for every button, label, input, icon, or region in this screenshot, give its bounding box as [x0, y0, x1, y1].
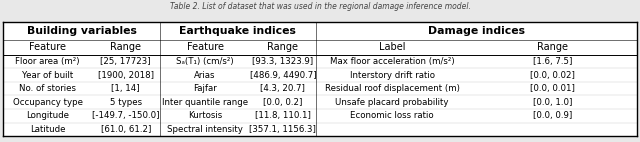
- Text: Damage indices: Damage indices: [428, 26, 525, 36]
- Text: Label: Label: [379, 42, 406, 52]
- Text: Inter quantile range: Inter quantile range: [162, 98, 248, 107]
- Text: [61.0, 61.2]: [61.0, 61.2]: [100, 125, 151, 134]
- Text: [0.0, 0.9]: [0.0, 0.9]: [533, 111, 572, 120]
- Text: Earthquake indices: Earthquake indices: [179, 26, 296, 36]
- Text: Unsafe placard probability: Unsafe placard probability: [335, 98, 449, 107]
- Text: [1.6, 7.5]: [1.6, 7.5]: [533, 57, 573, 66]
- Text: Feature: Feature: [29, 42, 66, 52]
- Text: [0.0, 0.2]: [0.0, 0.2]: [263, 98, 303, 107]
- Text: Economic loss ratio: Economic loss ratio: [351, 111, 434, 120]
- Text: Sₐ(T₁) (cm/s²): Sₐ(T₁) (cm/s²): [176, 57, 234, 66]
- Text: Building variables: Building variables: [26, 26, 136, 36]
- Text: Fajfar: Fajfar: [193, 84, 217, 93]
- Text: [93.3, 1323.9]: [93.3, 1323.9]: [252, 57, 314, 66]
- Bar: [3, 22, 637, 136]
- Text: Range: Range: [110, 42, 141, 52]
- Text: Interstory drift ratio: Interstory drift ratio: [349, 71, 435, 80]
- Text: Year of built: Year of built: [22, 71, 73, 80]
- Text: Floor area (m²): Floor area (m²): [15, 57, 80, 66]
- Text: Feature: Feature: [186, 42, 223, 52]
- Text: [1, 14]: [1, 14]: [111, 84, 140, 93]
- Text: [357.1, 1156.3]: [357.1, 1156.3]: [250, 125, 316, 134]
- Text: [1900, 2018]: [1900, 2018]: [98, 71, 154, 80]
- Text: [0.0, 0.02]: [0.0, 0.02]: [531, 71, 575, 80]
- Text: Table 2. List of dataset that was used in the regional damage inference model.: Table 2. List of dataset that was used i…: [170, 2, 470, 11]
- Text: Max floor acceleration (m/s²): Max floor acceleration (m/s²): [330, 57, 454, 66]
- Text: Range: Range: [538, 42, 568, 52]
- Text: Spectral intensity: Spectral intensity: [167, 125, 243, 134]
- Text: Arias: Arias: [195, 71, 216, 80]
- Text: Latitude: Latitude: [30, 125, 65, 134]
- Text: 5 types: 5 types: [109, 98, 142, 107]
- Text: No. of stories: No. of stories: [19, 84, 76, 93]
- Text: Residual roof displacement (m): Residual roof displacement (m): [324, 84, 460, 93]
- Text: [11.8, 110.1]: [11.8, 110.1]: [255, 111, 311, 120]
- Text: Longitude: Longitude: [26, 111, 69, 120]
- Text: [0.0, 0.01]: [0.0, 0.01]: [531, 84, 575, 93]
- Text: Occupancy type: Occupancy type: [13, 98, 83, 107]
- Text: [0.0, 1.0]: [0.0, 1.0]: [533, 98, 573, 107]
- Text: [25, 17723]: [25, 17723]: [100, 57, 151, 66]
- Text: [-149.7, -150.0]: [-149.7, -150.0]: [92, 111, 159, 120]
- Text: Kurtosis: Kurtosis: [188, 111, 222, 120]
- Text: Range: Range: [268, 42, 298, 52]
- Text: [4.3, 20.7]: [4.3, 20.7]: [260, 84, 305, 93]
- Text: [486.9, 4490.7]: [486.9, 4490.7]: [250, 71, 316, 80]
